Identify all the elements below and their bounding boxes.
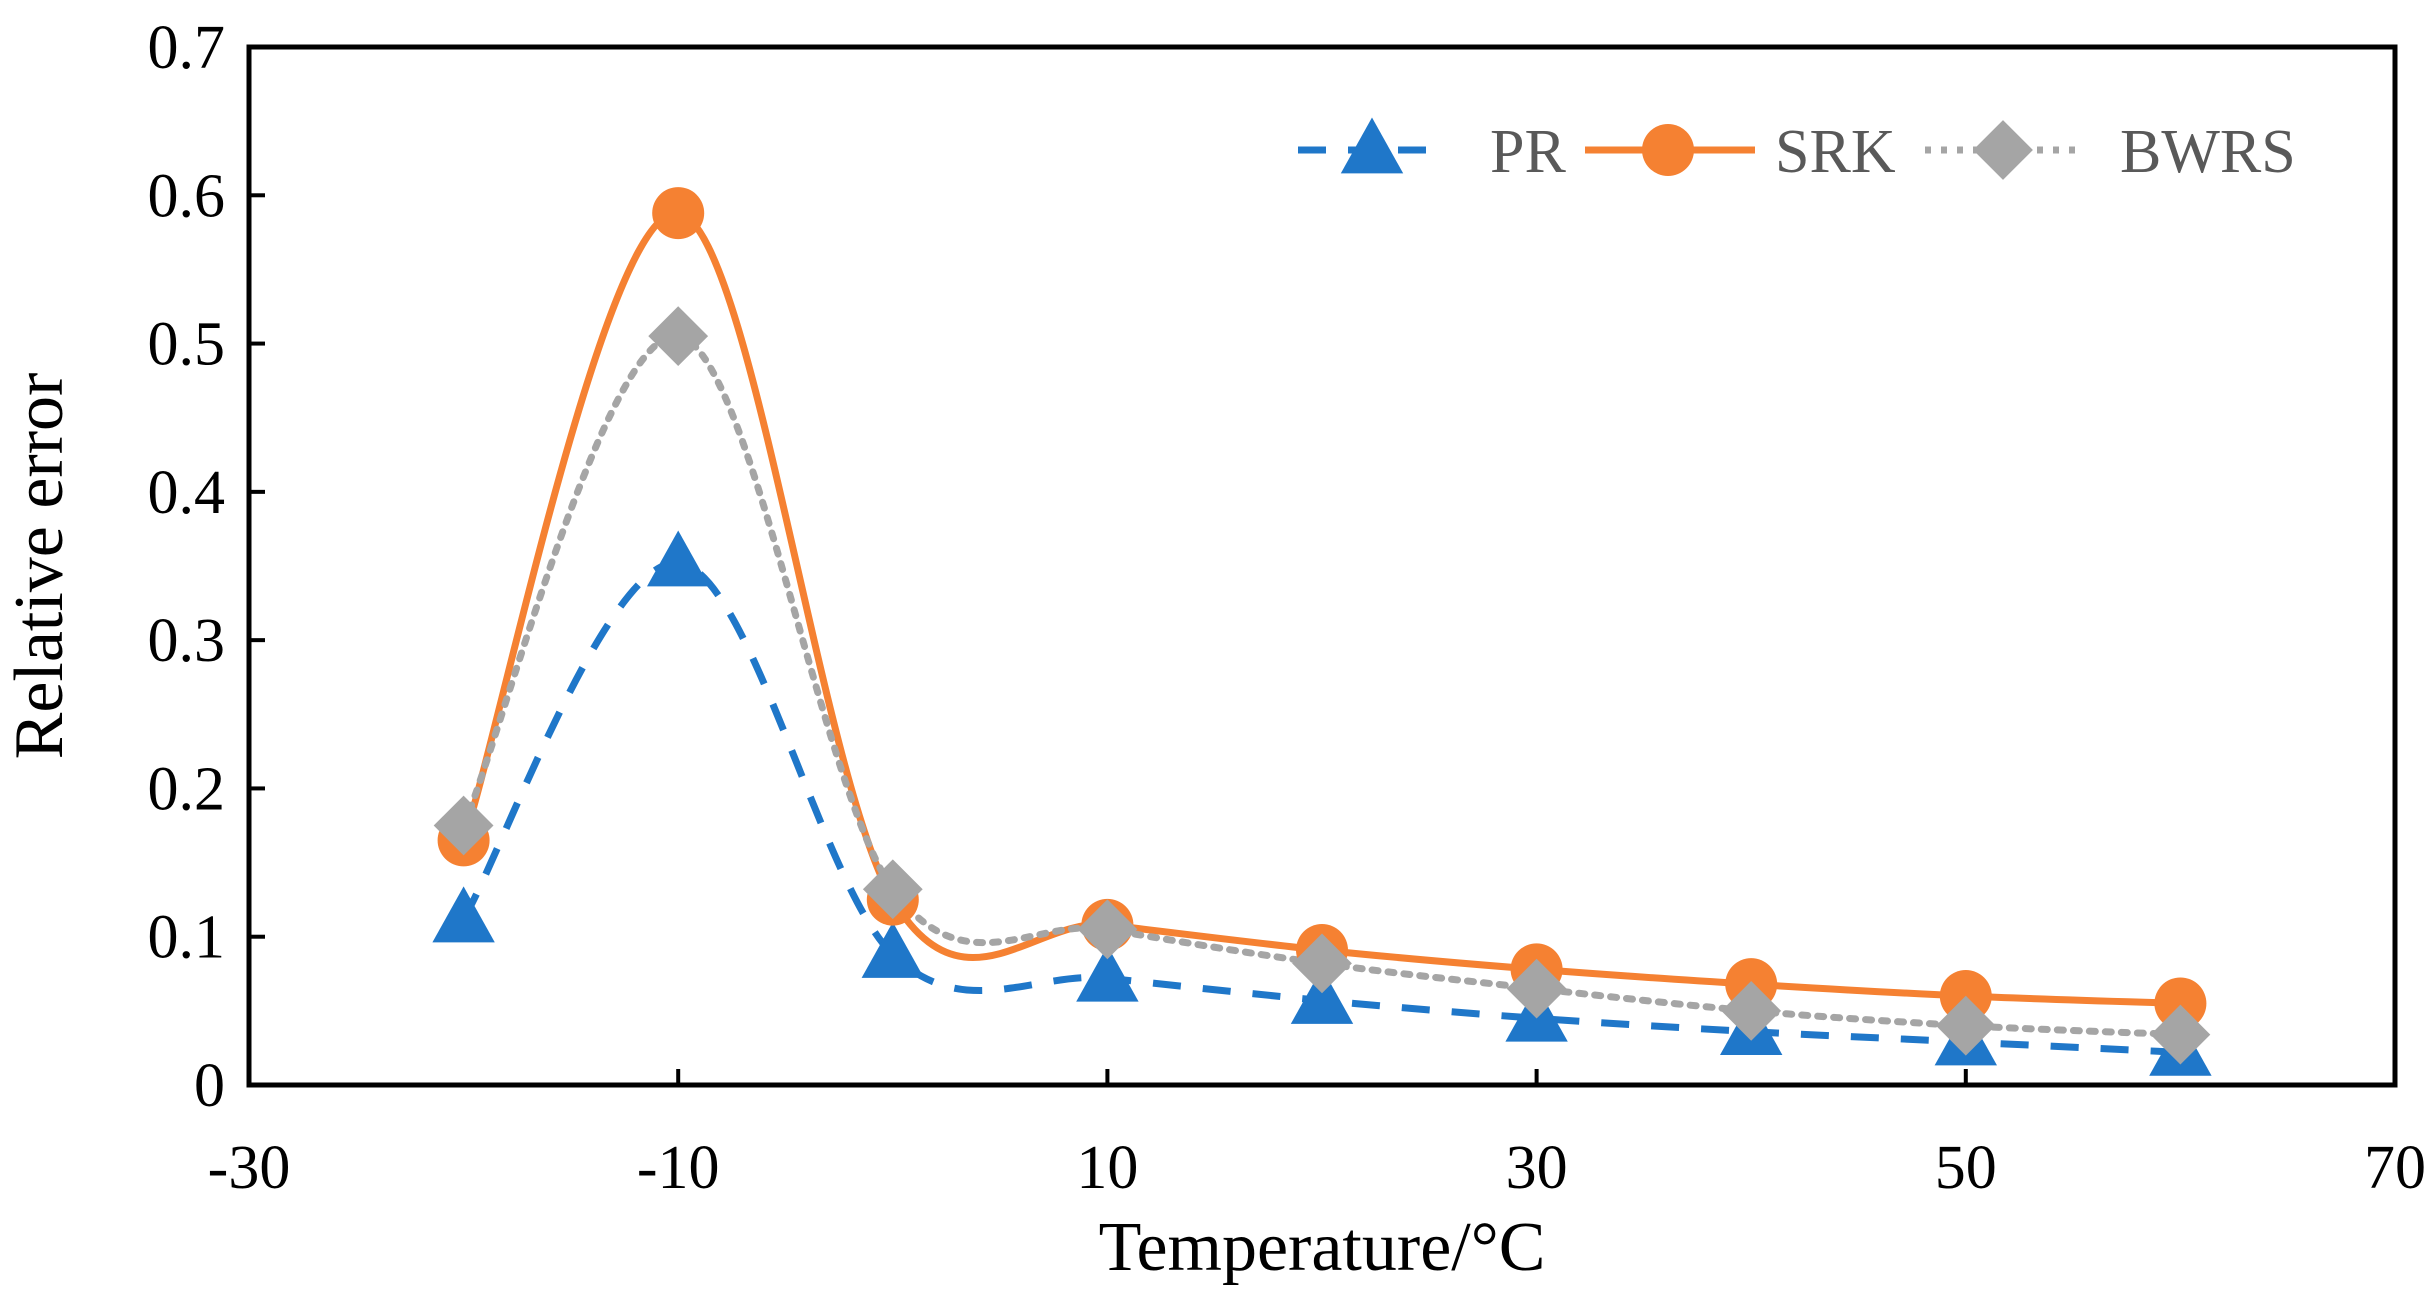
y-axis: 0 0.1 0.2 0.3 0.4 0.5 0.6 0.7 <box>148 14 265 1120</box>
y-axis-title: Relative error <box>1 373 78 760</box>
y-tick-label: 0.4 <box>148 459 226 527</box>
plot-area <box>246 44 2398 1088</box>
data-point-bwrs <box>1292 933 1352 994</box>
legend-marker-bwrs <box>1973 120 2033 180</box>
data-point-bwrs <box>2150 1004 2211 1065</box>
x-axis-title: Temperature/°C <box>1099 1209 1546 1286</box>
data-point-bwrs <box>1721 980 1782 1041</box>
x-tick-label: -10 <box>637 1134 720 1202</box>
y-tick-label: 0 <box>194 1052 225 1120</box>
data-point-pr <box>1076 945 1139 1002</box>
y-tick-label: 0.5 <box>148 311 226 379</box>
legend-marker-pr <box>1340 117 1404 174</box>
data-point-bwrs <box>1077 899 1138 960</box>
legend-label-srk: SRK <box>1775 118 1896 186</box>
data-point-pr <box>1290 967 1354 1024</box>
y-tick-label: 0.3 <box>148 607 226 675</box>
data-point-bwrs <box>1506 958 1567 1019</box>
data-point-pr <box>647 530 710 587</box>
x-tick-label: 30 <box>1506 1134 1568 1202</box>
data-point-pr <box>432 886 495 943</box>
legend-label-bwrs: BWRS <box>2120 118 2296 186</box>
data-point-pr <box>861 922 924 978</box>
x-tick-label: -30 <box>208 1134 291 1202</box>
x-tick-label: 10 <box>1076 1134 1138 1202</box>
y-tick-label: 0.6 <box>148 162 226 230</box>
x-tick-label: 70 <box>2364 1134 2426 1202</box>
legend: PR SRK BWRS <box>1298 117 2296 186</box>
y-tick-label: 0.1 <box>148 904 226 972</box>
y-tick-label: 0.2 <box>148 755 226 823</box>
data-point-bwrs <box>862 859 923 920</box>
x-tick-label: 50 <box>1935 1134 1997 1202</box>
data-point-bwrs <box>648 306 709 367</box>
legend-label-pr: PR <box>1490 118 1566 186</box>
series-line-pr <box>460 559 2181 1056</box>
data-point-srk <box>652 187 705 240</box>
data-point-bwrs <box>1935 995 1996 1056</box>
legend-marker-srk <box>1642 124 1694 176</box>
data-point-bwrs <box>433 795 494 856</box>
y-tick-label: 0.7 <box>148 14 226 82</box>
data-point-srk <box>2154 977 2207 1030</box>
x-axis: -30 -10 10 30 50 70 <box>208 1069 2426 1202</box>
series-markers <box>432 187 2212 1076</box>
